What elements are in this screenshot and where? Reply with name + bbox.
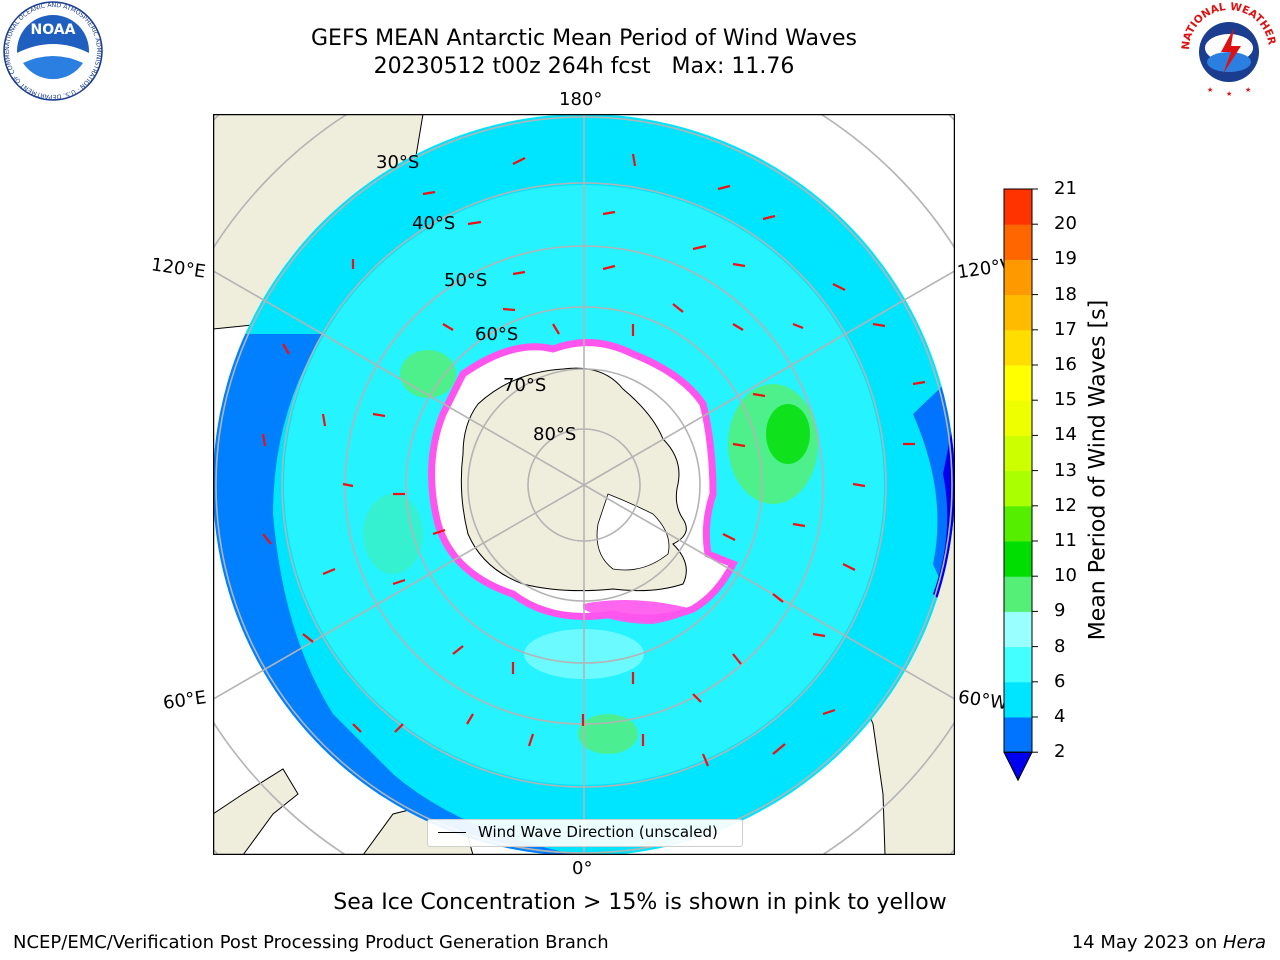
colorbar-tick-label: 11 bbox=[1054, 530, 1077, 551]
noaa-logo-text: NOAA bbox=[31, 22, 76, 38]
colorbar-segment bbox=[1004, 365, 1032, 401]
colorbar-segment bbox=[1004, 717, 1032, 753]
colorbar-segment bbox=[1004, 576, 1032, 612]
colorbar-segment bbox=[1004, 541, 1032, 577]
lon-label-60e: 60°E bbox=[161, 687, 208, 714]
colorbar-tick-label: 16 bbox=[1054, 354, 1077, 375]
colorbar-tick-label: 13 bbox=[1054, 459, 1077, 481]
nws-logo: NATIONAL WEATHER SERVICE ★★★ bbox=[1179, 0, 1278, 98]
colorbar-segment bbox=[1004, 189, 1032, 225]
colorbar-segment bbox=[1004, 329, 1032, 366]
colorbar-segment bbox=[1004, 294, 1032, 331]
wind-wave-arrows bbox=[261, 153, 926, 767]
svg-text:★: ★ bbox=[1226, 90, 1232, 98]
colorbar-label: Mean Period of Wind Waves [s] bbox=[1085, 299, 1111, 641]
footer-date-text: 14 May 2023 on bbox=[1071, 932, 1223, 953]
colorbar-segment bbox=[1004, 435, 1032, 472]
chart-subtitle: 20230512 t00z 264h fcst Max: 11.76 bbox=[373, 54, 795, 79]
colorbar-segment bbox=[1004, 259, 1032, 296]
colorbar bbox=[1003, 188, 1038, 782]
svg-text:★: ★ bbox=[1245, 86, 1251, 94]
lat-label-70s: 70°S bbox=[503, 375, 547, 396]
legend-line-sample bbox=[438, 832, 466, 833]
lat-label-40s: 40°S bbox=[412, 213, 456, 234]
colorbar-tick-label: 15 bbox=[1054, 389, 1077, 411]
sea-ice-caption: Sea Ice Concentration > 15% is shown in … bbox=[333, 890, 947, 915]
colorbar-tick-label: 4 bbox=[1054, 706, 1066, 727]
colorbar-tick-label: 10 bbox=[1054, 565, 1077, 587]
colorbar-tick-label: 14 bbox=[1054, 424, 1077, 446]
colorbar-tick-label: 12 bbox=[1054, 494, 1077, 516]
footer-credit: NCEP/EMC/Verification Post Processing Pr… bbox=[13, 932, 609, 953]
colorbar-segment bbox=[1004, 400, 1032, 436]
lat-label-80s: 80°S bbox=[533, 424, 577, 445]
map-panel bbox=[213, 114, 955, 855]
land-south-africa bbox=[213, 768, 299, 855]
colorbar-tick-label: 17 bbox=[1054, 318, 1077, 340]
colorbar-tick-label: 21 bbox=[1054, 178, 1077, 199]
svg-text:★: ★ bbox=[1207, 86, 1213, 94]
colorbar-extend-min bbox=[1003, 751, 1033, 782]
colorbar-tick-label: 20 bbox=[1054, 213, 1077, 235]
noaa-logo: NATIONAL OCEANIC AND ATMOSPHERIC ADMINIS… bbox=[3, 1, 103, 101]
colorbar-tick-label: 18 bbox=[1054, 283, 1077, 305]
colorbar-segment bbox=[1004, 646, 1032, 683]
colorbar-segment bbox=[1004, 681, 1032, 718]
colorbar-segment bbox=[1004, 470, 1032, 507]
colorbar-tick-label: 19 bbox=[1054, 248, 1077, 270]
lon-label-120e: 120°E bbox=[149, 254, 207, 283]
colorbar-tick-label: 9 bbox=[1054, 600, 1066, 622]
colorbar-segment bbox=[1004, 505, 1032, 542]
lat-label-30s: 30°S bbox=[376, 152, 420, 173]
colorbar-segment bbox=[1004, 224, 1032, 260]
lat-label-60s: 60°S bbox=[475, 324, 519, 345]
lon-label-180: 180° bbox=[559, 89, 603, 110]
colorbar-tick-label: 2 bbox=[1054, 741, 1066, 763]
lat-label-50s: 50°S bbox=[444, 270, 488, 291]
colorbar-tick-label: 6 bbox=[1054, 670, 1066, 692]
legend-label: Wind Wave Direction (unscaled) bbox=[478, 823, 718, 841]
map-legend: Wind Wave Direction (unscaled) bbox=[427, 819, 743, 847]
chart-title: GEFS MEAN Antarctic Mean Period of Wind … bbox=[311, 26, 857, 51]
footer-machine: Hera bbox=[1222, 932, 1266, 953]
colorbar-tick-label: 8 bbox=[1054, 635, 1066, 657]
footer-date: 14 May 2023 on Hera bbox=[1072, 932, 1266, 953]
colorbar-segment bbox=[1004, 611, 1032, 648]
lon-label-0: 0° bbox=[572, 858, 593, 879]
graticule bbox=[213, 114, 955, 855]
